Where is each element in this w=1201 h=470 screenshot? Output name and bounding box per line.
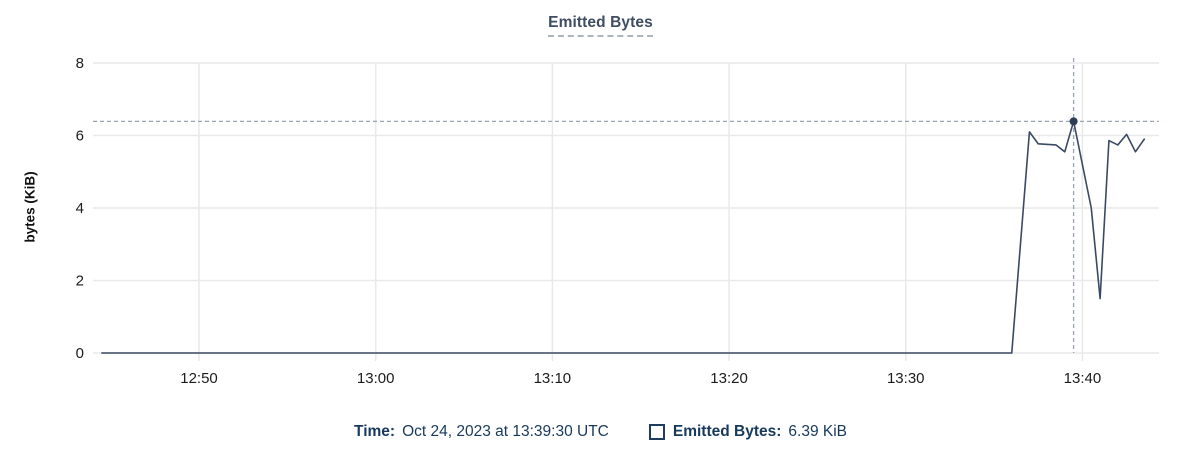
- legend-series-label: Emitted Bytes:: [672, 423, 782, 440]
- y-tick-label: 0: [76, 345, 84, 362]
- legend-time-value: Oct 24, 2023 at 13:39:30 UTC: [402, 423, 609, 440]
- legend: Time: Oct 24, 2023 at 13:39:30 UTC Emitt…: [0, 423, 1201, 441]
- legend-time: Time: Oct 24, 2023 at 13:39:30 UTC: [354, 423, 609, 441]
- plot-area[interactable]: 0 2 4 6 8 12:50 13:00 13:10 13:20 13:30 13:40: [0, 40, 1201, 410]
- series-line[interactable]: [101, 120, 1146, 354]
- x-tick-label: 13:00: [357, 370, 395, 387]
- y-tick-label: 8: [76, 55, 84, 72]
- x-tick-label: 12:50: [180, 370, 218, 387]
- series-checkbox-icon[interactable]: [648, 424, 665, 440]
- y-tick-label: 4: [76, 200, 84, 217]
- x-tick-label: 13:30: [887, 370, 925, 387]
- chart-title[interactable]: Emitted Bytes: [548, 14, 653, 37]
- chart-title-row: Emitted Bytes: [0, 14, 1201, 37]
- legend-time-label: Time:: [354, 423, 396, 440]
- highlight-dot[interactable]: [1069, 117, 1078, 126]
- legend-series-value: 6.39 KiB: [788, 423, 847, 440]
- x-tick-label: 13:10: [534, 370, 572, 387]
- x-tick-label: 13:40: [1064, 370, 1102, 387]
- legend-series[interactable]: Emitted Bytes: 6.39 KiB: [648, 423, 847, 441]
- y-tick-label: 6: [76, 128, 84, 145]
- y-tick-label: 2: [76, 273, 84, 290]
- x-tick-label: 13:20: [710, 370, 748, 387]
